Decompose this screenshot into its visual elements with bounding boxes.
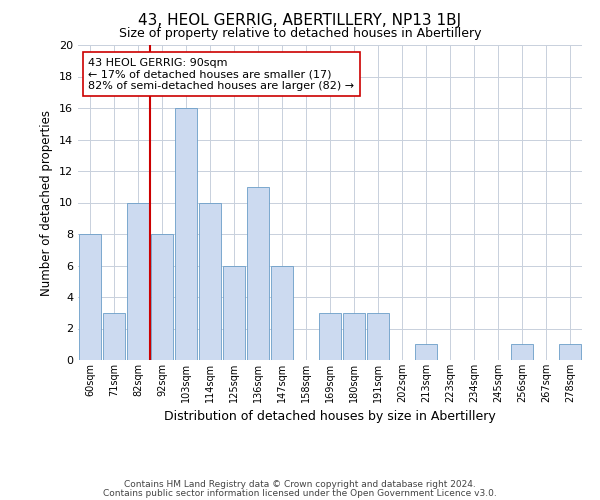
Bar — [127, 202, 149, 360]
Bar — [199, 202, 221, 360]
Bar — [415, 344, 437, 360]
Bar — [103, 313, 125, 360]
Bar — [151, 234, 173, 360]
Bar — [271, 266, 293, 360]
Bar — [559, 344, 581, 360]
Text: Size of property relative to detached houses in Abertillery: Size of property relative to detached ho… — [119, 28, 481, 40]
Text: 43 HEOL GERRIG: 90sqm
← 17% of detached houses are smaller (17)
82% of semi-deta: 43 HEOL GERRIG: 90sqm ← 17% of detached … — [88, 58, 354, 91]
Bar — [223, 266, 245, 360]
Y-axis label: Number of detached properties: Number of detached properties — [40, 110, 53, 296]
Text: Contains HM Land Registry data © Crown copyright and database right 2024.: Contains HM Land Registry data © Crown c… — [124, 480, 476, 489]
Bar — [367, 313, 389, 360]
Bar — [343, 313, 365, 360]
Text: 43, HEOL GERRIG, ABERTILLERY, NP13 1BJ: 43, HEOL GERRIG, ABERTILLERY, NP13 1BJ — [139, 12, 461, 28]
Bar — [511, 344, 533, 360]
X-axis label: Distribution of detached houses by size in Abertillery: Distribution of detached houses by size … — [164, 410, 496, 424]
Bar — [247, 186, 269, 360]
Bar — [175, 108, 197, 360]
Text: Contains public sector information licensed under the Open Government Licence v3: Contains public sector information licen… — [103, 488, 497, 498]
Bar — [79, 234, 101, 360]
Bar — [319, 313, 341, 360]
